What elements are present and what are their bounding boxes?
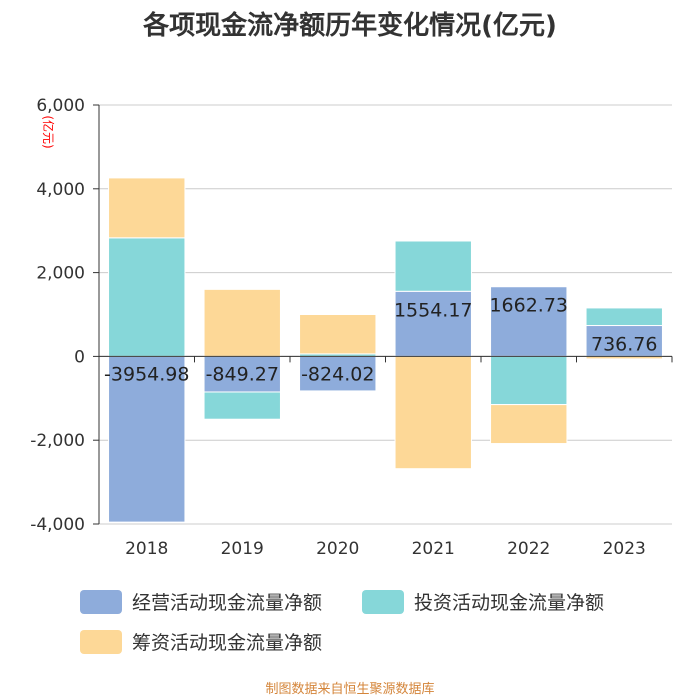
data-label-2020: -824.02 xyxy=(301,363,374,385)
axes xyxy=(93,104,673,525)
y-tick-label: -4,000 xyxy=(30,515,85,535)
bar-2022-series-2 xyxy=(490,355,568,406)
data-labels: -3954.98 -849.27 -824.02 1554.17 1662.73 736.… xyxy=(104,295,657,386)
x-tick-label: 2021 xyxy=(412,539,455,559)
bar-2019-series-1 xyxy=(203,355,281,393)
bar-2021-series-2 xyxy=(394,240,472,292)
bar-2019-series-3 xyxy=(203,288,281,357)
y-tick-label: 6,000 xyxy=(36,96,85,116)
x-tick-label: 2018 xyxy=(125,539,168,559)
y-axis-unit: (亿元) xyxy=(41,115,56,148)
data-label-2022: 1662.73 xyxy=(489,295,568,317)
bar-2018-series-2 xyxy=(108,237,186,357)
x-tick-label: 2019 xyxy=(221,539,264,559)
legend-item-3[interactable]: 筹资活动现金流量净额 xyxy=(80,630,322,654)
source-note: 制图数据来自恒生聚源数据库 xyxy=(265,681,434,697)
y-tick-label: 0 xyxy=(74,347,85,367)
x-tick-label: 2020 xyxy=(316,539,359,559)
bars xyxy=(108,177,663,523)
x-tick-label: 2022 xyxy=(507,539,550,559)
legend-label: 经营活动现金流量净额 xyxy=(132,592,322,614)
bar-2021-series-3 xyxy=(394,355,472,470)
legend-swatch xyxy=(80,590,122,614)
data-label-2018: -3954.98 xyxy=(104,363,189,385)
tick-labels: -4,000 -2,000 0 2,000 4,000 6,000 2018 2019 2020… xyxy=(30,96,646,559)
legend-label: 投资活动现金流量净额 xyxy=(414,592,604,614)
bar-2018-series-3 xyxy=(108,177,186,239)
bar-2020-series-3 xyxy=(299,314,377,355)
data-label-2023: 736.76 xyxy=(591,334,657,356)
legend-label: 筹资活动现金流量净额 xyxy=(132,632,322,654)
bar-2022-series-1 xyxy=(490,286,568,357)
y-tick-label: 2,000 xyxy=(36,264,85,284)
chart-title: 各项现金流净额历年变化情况(亿元) xyxy=(142,10,557,41)
bar-2019-series-2 xyxy=(203,391,281,420)
x-tick-label: 2023 xyxy=(603,539,646,559)
bar-2023-series-2 xyxy=(585,307,663,327)
bar-2022-series-3 xyxy=(490,404,568,445)
legend-item-2[interactable]: 投资活动现金流量净额 xyxy=(362,590,604,614)
bar-2020-series-1 xyxy=(299,355,377,392)
legend-swatch xyxy=(80,630,122,654)
data-label-2019: -849.27 xyxy=(206,363,279,385)
data-label-2021: 1554.17 xyxy=(394,299,473,321)
legend-swatch xyxy=(362,590,404,614)
legend-item-1[interactable]: 经营活动现金流量净额 xyxy=(80,590,322,614)
bar-2018-series-1 xyxy=(108,355,186,523)
y-tick-label: -2,000 xyxy=(30,431,85,451)
y-tick-label: 4,000 xyxy=(36,180,85,200)
